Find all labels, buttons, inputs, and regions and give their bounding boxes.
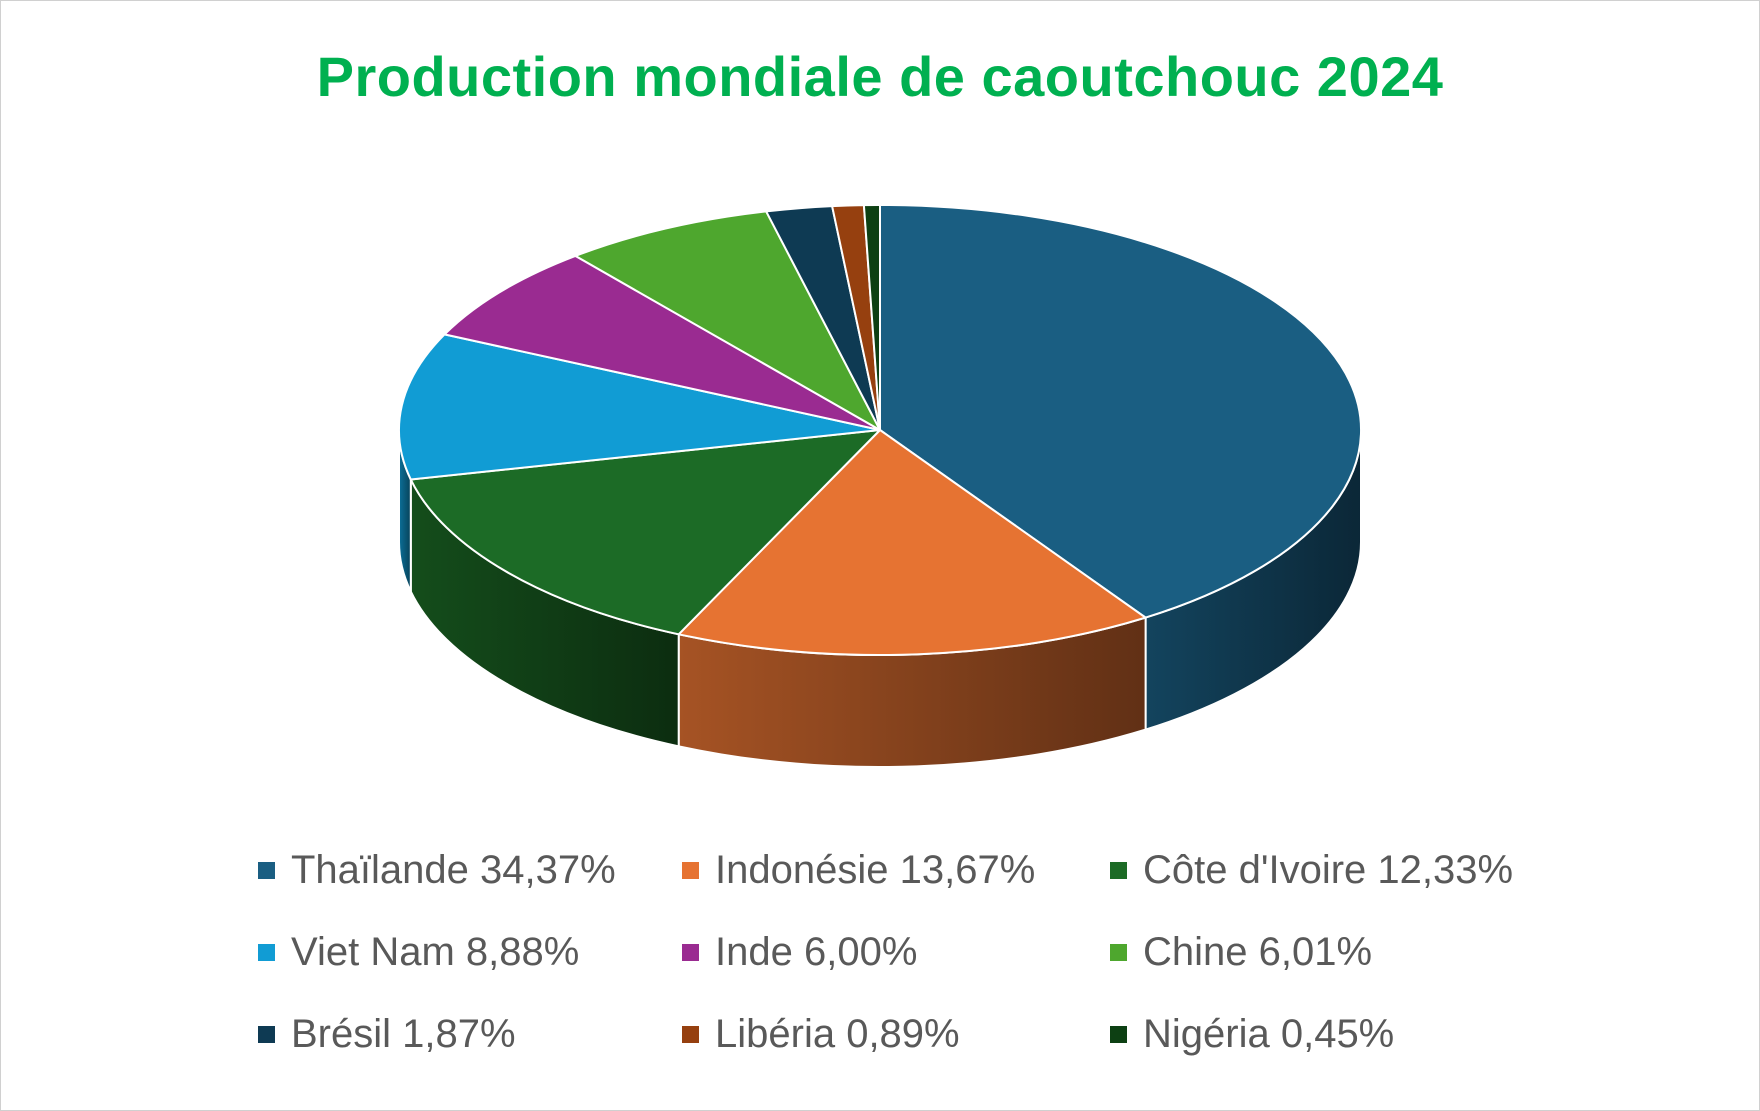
legend-label: Libéria 0,89%	[715, 1012, 960, 1056]
legend-swatch	[1110, 862, 1127, 879]
chart-legend: Thaïlande 34,37% Indonésie 13,67% Côte d'I…	[258, 848, 1558, 1094]
legend-label: Inde 6,00%	[715, 930, 918, 974]
legend-item-liberia-0-89: Libéria 0,89%	[682, 1012, 960, 1057]
legend-swatch	[682, 1026, 699, 1043]
legend-row: Viet Nam 8,88% Inde 6,00% Chine 6,01%	[258, 930, 1558, 1012]
legend-item-cote-d-ivoire-12-33: Côte d'Ivoire 12,33%	[1110, 848, 1513, 893]
legend-label: Nigéria 0,45%	[1143, 1012, 1395, 1056]
legend-label: Indonésie 13,67%	[715, 848, 1036, 892]
legend-row: Thaïlande 34,37% Indonésie 13,67% Côte d'I…	[258, 848, 1558, 930]
legend-swatch	[1110, 944, 1127, 961]
legend-swatch	[682, 944, 699, 961]
legend-item-thailande-34-37: Thaïlande 34,37%	[258, 848, 616, 893]
pie-slice-cote-d-ivoire-12-33	[409, 429, 881, 636]
legend-item-viet-nam-8-88: Viet Nam 8,88%	[258, 930, 579, 975]
legend-label: Chine 6,01%	[1143, 930, 1373, 974]
legend-swatch	[258, 944, 275, 961]
legend-swatch	[258, 1026, 275, 1043]
legend-row: Brésil 1,87% Libéria 0,89% Nigéria 0,45%	[258, 1012, 1558, 1094]
legend-swatch	[258, 862, 275, 879]
legend-item-bresil-1-87: Brésil 1,87%	[258, 1012, 516, 1057]
pie-slice-chine-6-01	[574, 210, 881, 431]
pie-slice-inde-6-00	[443, 254, 881, 431]
legend-item-chine-6-01: Chine 6,01%	[1110, 930, 1372, 975]
legend-item-inde-6-00: Inde 6,00%	[682, 930, 917, 975]
pie-slice-indonesie-13-67	[677, 429, 1147, 656]
pie-slice-viet-nam-8-88	[397, 333, 881, 481]
chart-title: Production mondiale de caoutchouc 2024	[316, 45, 1444, 108]
legend-item-indonesie-13-67: Indonésie 13,67%	[682, 848, 1035, 893]
legend-label: Viet Nam 8,88%	[291, 930, 580, 974]
legend-label: Brésil 1,87%	[291, 1012, 516, 1056]
legend-swatch	[1110, 1026, 1127, 1043]
legend-label: Thaïlande 34,37%	[291, 848, 616, 892]
pie-slice-nigeria-0-45	[862, 203, 881, 431]
legend-item-nigeria-0-45: Nigéria 0,45%	[1110, 1012, 1394, 1057]
legend-swatch	[682, 862, 699, 879]
legend-label: Côte d'Ivoire 12,33%	[1143, 848, 1514, 892]
